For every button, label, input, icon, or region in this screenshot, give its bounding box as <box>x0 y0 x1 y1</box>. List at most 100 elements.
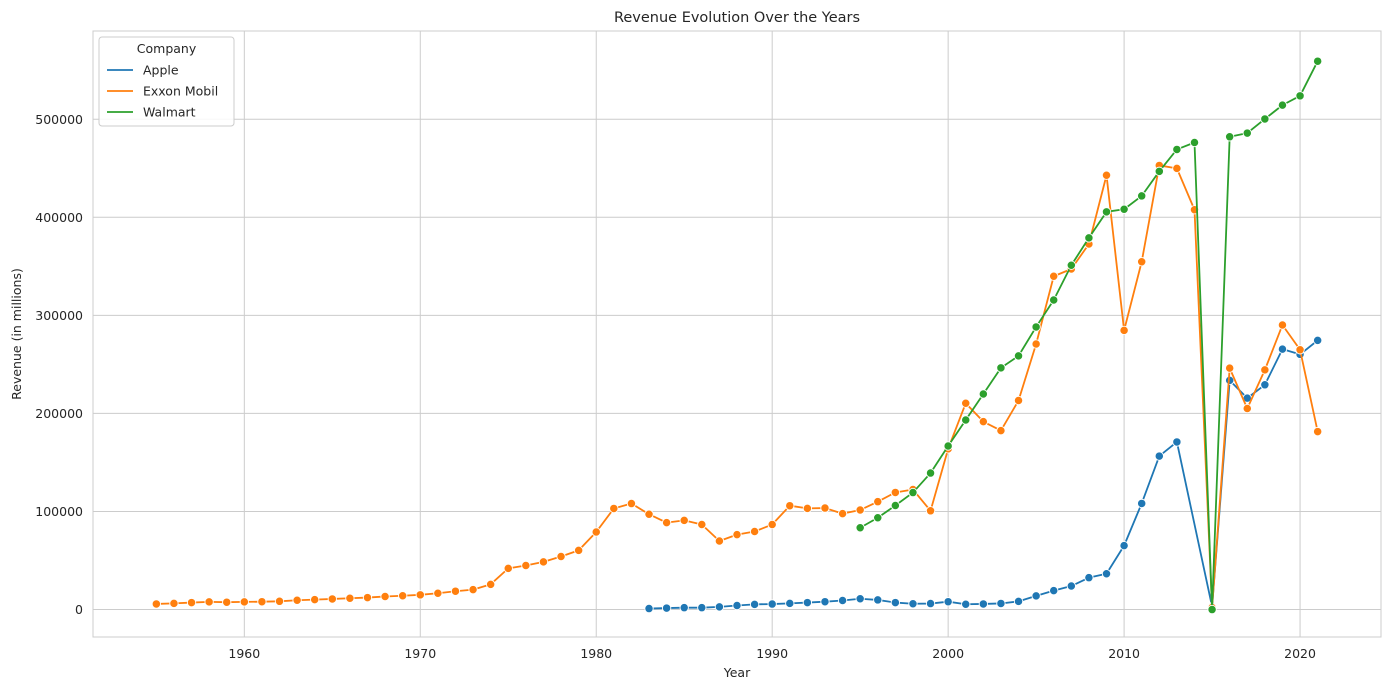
data-point-exxon-mobil <box>837 508 848 519</box>
data-point-apple <box>732 600 742 611</box>
legend-label: Exxon Mobil <box>143 84 218 99</box>
data-point-exxon-mobil <box>961 398 971 408</box>
data-point-walmart <box>1189 137 1200 148</box>
data-point-walmart <box>890 500 901 511</box>
data-point-walmart <box>1295 91 1305 101</box>
x-tick-label: 1980 <box>580 646 612 661</box>
chart-title: Revenue Evolution Over the Years <box>614 10 860 26</box>
data-point-apple <box>908 599 918 609</box>
data-point-apple <box>855 594 865 604</box>
data-point-exxon-mobil <box>521 560 531 571</box>
data-point-exxon-mobil <box>732 529 742 540</box>
data-point-apple <box>925 598 936 609</box>
data-point-walmart <box>978 389 988 399</box>
data-point-exxon-mobil <box>503 563 513 574</box>
data-point-apple <box>1013 596 1024 607</box>
data-point-exxon-mobil <box>820 503 830 513</box>
data-point-exxon-mobil <box>609 503 619 514</box>
y-tick-label: 500000 <box>35 112 83 127</box>
data-point-exxon-mobil <box>714 536 725 546</box>
data-point-exxon-mobil <box>1242 403 1252 414</box>
data-point-apple <box>873 595 883 605</box>
plot-frame <box>92 30 1382 638</box>
x-tick-label: 1990 <box>756 646 788 661</box>
data-point-walmart <box>855 523 865 533</box>
data-point-walmart <box>961 415 971 425</box>
data-point-apple <box>1049 585 1059 596</box>
x-tick-label: 1970 <box>404 646 436 661</box>
data-point-apple <box>943 597 953 607</box>
data-point-exxon-mobil <box>415 590 425 600</box>
data-point-exxon-mobil <box>1295 345 1305 355</box>
y-axis-ticks: 0 100000 200000 300000 400000 500000 <box>35 112 83 617</box>
data-point-exxon-mobil <box>1031 339 1041 349</box>
data-point-apple <box>890 597 901 608</box>
data-point-apple <box>697 603 707 613</box>
data-point-exxon-mobil <box>222 597 232 607</box>
x-tick-label: 2020 <box>1284 646 1316 661</box>
data-point-exxon-mobil <box>978 417 988 427</box>
data-point-exxon-mobil <box>1225 363 1235 373</box>
data-point-exxon-mobil <box>292 595 302 605</box>
data-point-exxon-mobil <box>450 586 461 596</box>
data-point-apple <box>749 599 760 609</box>
data-point-apple <box>996 598 1006 609</box>
data-point-exxon-mobil <box>996 425 1006 436</box>
data-point-walmart <box>908 487 918 498</box>
data-point-walmart <box>996 363 1006 373</box>
legend-box <box>98 36 235 127</box>
data-point-exxon-mobil <box>749 526 760 537</box>
data-point-exxon-mobil <box>186 597 197 608</box>
grid-lines <box>93 31 1381 637</box>
y-tick-label: 200000 <box>35 406 83 421</box>
data-point-exxon-mobil <box>1101 170 1112 180</box>
y-tick-label: 400000 <box>35 210 83 225</box>
data-point-apple <box>1260 380 1270 390</box>
x-axis-label: Year <box>723 665 751 680</box>
x-axis-ticks: 1960 1970 1980 1990 2000 2010 2020 <box>228 646 1316 661</box>
data-point-exxon-mobil <box>697 519 707 530</box>
data-point-walmart <box>1207 604 1217 615</box>
data-point-exxon-mobil <box>1313 426 1323 437</box>
data-point-walmart <box>925 468 936 478</box>
data-point-walmart <box>873 513 883 523</box>
y-axis-label: Revenue (in millions) <box>9 268 24 400</box>
data-point-walmart <box>1260 114 1270 124</box>
plot-background <box>93 31 1381 637</box>
data-point-exxon-mobil <box>468 584 478 595</box>
data-point-apple <box>802 597 813 608</box>
data-point-exxon-mobil <box>1049 271 1059 281</box>
data-point-exxon-mobil <box>433 588 443 598</box>
data-point-walmart <box>1066 260 1076 270</box>
data-point-apple <box>978 599 988 609</box>
data-point-exxon-mobil <box>327 594 337 604</box>
data-point-exxon-mobil <box>556 551 566 562</box>
data-point-walmart <box>1049 295 1059 305</box>
data-point-exxon-mobil <box>204 597 214 607</box>
x-tick-label: 1960 <box>228 646 260 661</box>
data-point-apple <box>785 598 795 609</box>
y-tick-label: 100000 <box>35 504 83 519</box>
data-point-apple <box>1172 437 1182 447</box>
data-point-exxon-mobil <box>1119 325 1129 336</box>
data-point-exxon-mobil <box>1172 163 1182 174</box>
data-point-apple <box>837 595 848 606</box>
data-point-exxon-mobil <box>1277 320 1288 330</box>
legend: Company Apple Exxon Mobil Walmart <box>98 36 235 127</box>
data-point-exxon-mobil <box>1013 395 1024 406</box>
data-point-exxon-mobil <box>626 498 637 509</box>
data-point-exxon-mobil <box>486 579 496 589</box>
data-point-walmart <box>1013 351 1024 361</box>
x-tick-label: 2010 <box>1108 646 1140 661</box>
data-point-exxon-mobil <box>398 591 408 601</box>
data-point-exxon-mobil <box>1260 365 1270 375</box>
series-layer <box>151 56 1323 615</box>
data-point-apple <box>820 597 830 607</box>
data-point-walmart <box>1154 166 1164 176</box>
data-point-exxon-mobil <box>925 506 936 516</box>
legend-title: Company <box>137 41 197 56</box>
data-point-walmart <box>1242 128 1252 138</box>
data-point-exxon-mobil <box>644 509 654 519</box>
data-point-exxon-mobil <box>785 501 795 511</box>
